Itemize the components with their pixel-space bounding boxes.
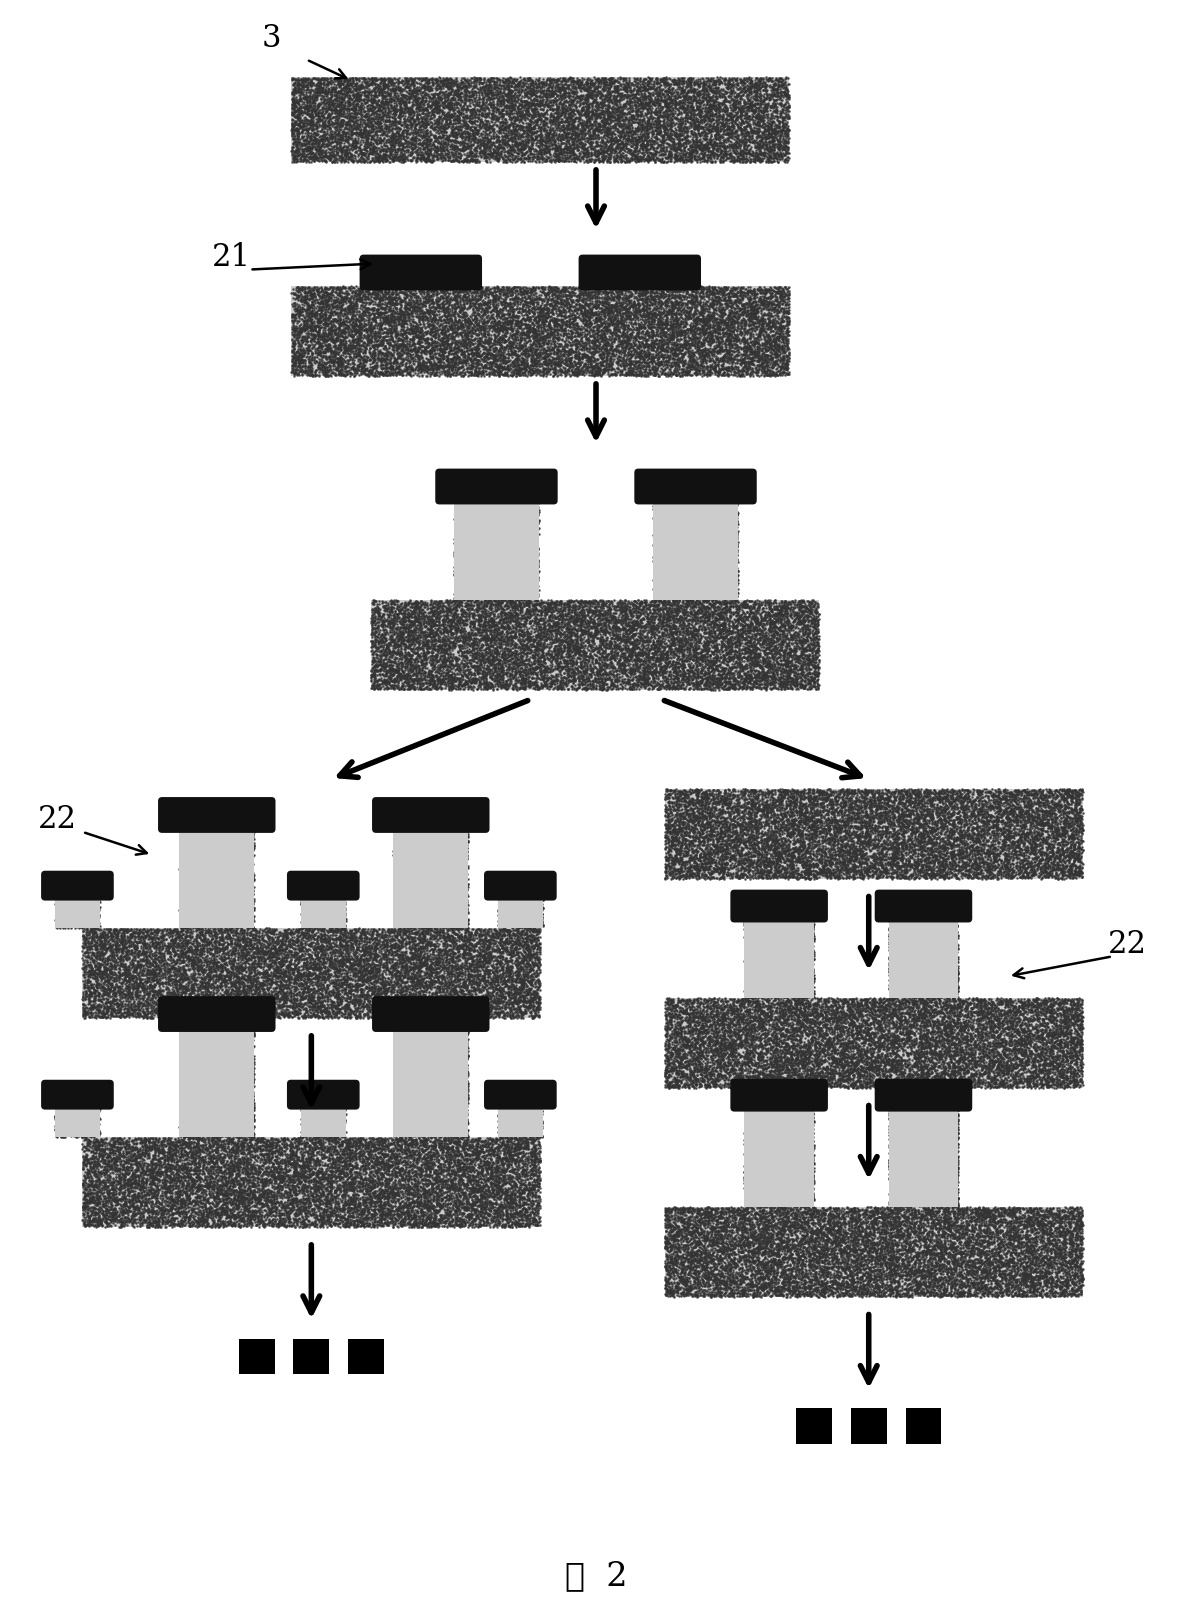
Bar	[497, 1105, 543, 1138]
Bar	[301, 1105, 346, 1138]
Bar	[82, 928, 540, 1018]
Bar	[291, 287, 789, 377]
Bar	[905, 1409, 941, 1444]
FancyBboxPatch shape	[41, 872, 113, 901]
FancyBboxPatch shape	[157, 997, 276, 1032]
Bar	[654, 502, 737, 601]
FancyBboxPatch shape	[359, 255, 482, 291]
FancyBboxPatch shape	[484, 872, 557, 901]
Bar	[179, 829, 254, 928]
Bar	[665, 790, 1083, 880]
Text: 22: 22	[1108, 928, 1146, 959]
FancyBboxPatch shape	[579, 255, 701, 291]
Bar	[55, 1105, 100, 1138]
Text: 图  2: 图 2	[564, 1560, 628, 1592]
Bar	[455, 502, 539, 601]
Text: 3: 3	[261, 23, 282, 54]
Bar	[796, 1409, 832, 1444]
Bar	[744, 919, 814, 998]
Bar	[293, 1339, 329, 1375]
FancyBboxPatch shape	[874, 889, 972, 923]
Bar	[851, 1409, 886, 1444]
Bar	[497, 898, 543, 928]
Bar	[665, 998, 1083, 1087]
Bar	[239, 1339, 274, 1375]
Bar	[371, 601, 818, 690]
Text: 21: 21	[212, 242, 252, 273]
Bar	[82, 1138, 540, 1227]
FancyBboxPatch shape	[635, 469, 756, 505]
FancyBboxPatch shape	[288, 872, 359, 901]
FancyBboxPatch shape	[874, 1079, 972, 1112]
FancyBboxPatch shape	[372, 797, 489, 833]
FancyBboxPatch shape	[372, 997, 489, 1032]
Bar	[179, 1029, 254, 1138]
FancyBboxPatch shape	[730, 889, 828, 923]
Bar	[301, 898, 346, 928]
Bar	[348, 1339, 384, 1375]
Bar	[55, 898, 100, 928]
FancyBboxPatch shape	[41, 1079, 113, 1110]
FancyBboxPatch shape	[730, 1079, 828, 1112]
FancyBboxPatch shape	[484, 1079, 557, 1110]
Bar	[889, 919, 958, 998]
Bar	[394, 829, 468, 928]
Bar	[889, 1109, 958, 1208]
Bar	[665, 1208, 1083, 1297]
FancyBboxPatch shape	[435, 469, 557, 505]
Text: 22: 22	[38, 803, 78, 834]
Bar	[744, 1109, 814, 1208]
FancyBboxPatch shape	[288, 1079, 359, 1110]
FancyBboxPatch shape	[157, 797, 276, 833]
Bar	[291, 78, 789, 162]
Bar	[394, 1029, 468, 1138]
